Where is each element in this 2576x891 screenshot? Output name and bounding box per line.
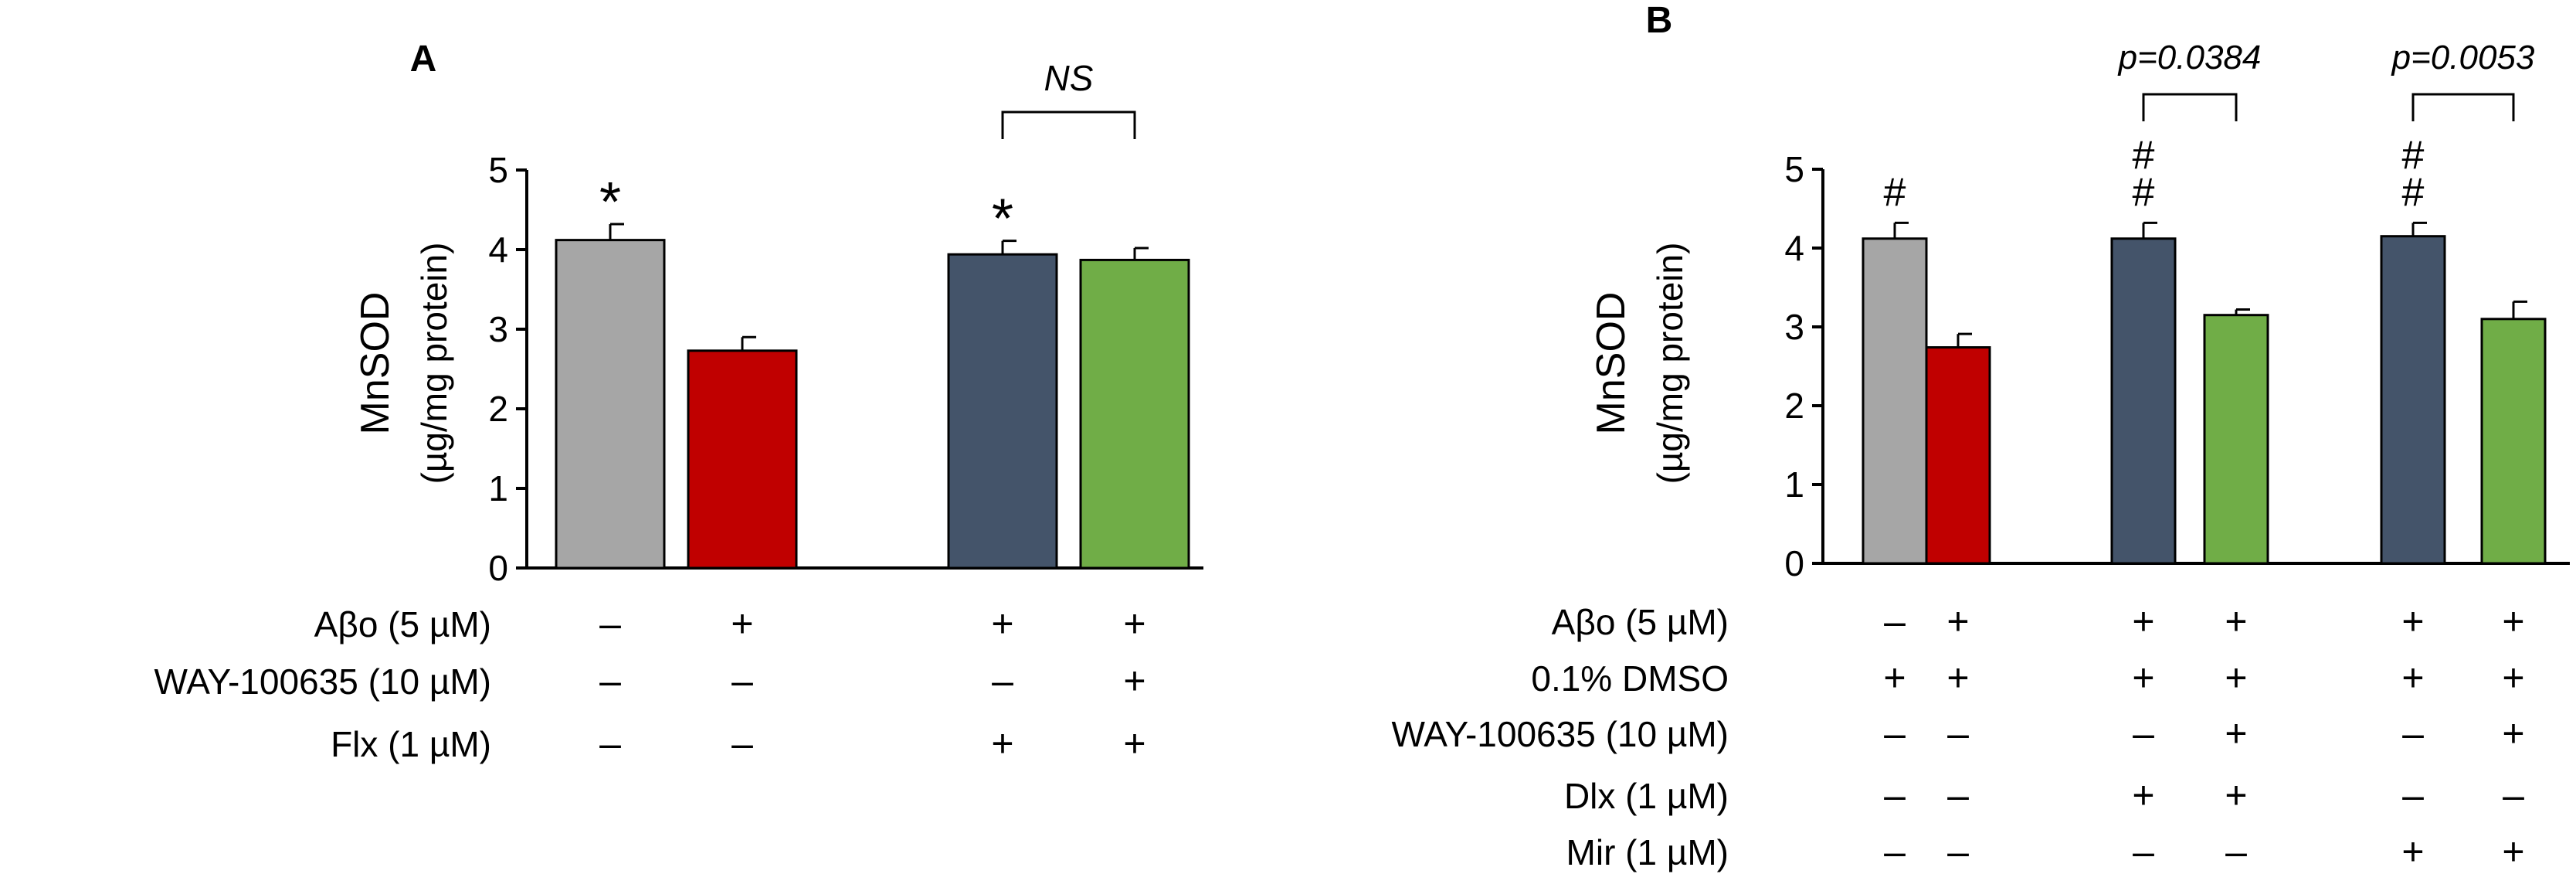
y-tick-label: 0 <box>488 548 508 588</box>
condition-sign: + <box>2401 656 2424 699</box>
condition-sign: – <box>599 722 621 765</box>
bar <box>555 239 666 570</box>
significance-mark: # <box>2133 133 2155 178</box>
condition-sign: + <box>2502 656 2524 699</box>
bar <box>2380 235 2446 565</box>
condition-label: Aβo (5 µM) <box>314 604 491 644</box>
condition-sign: – <box>1884 712 1906 755</box>
significance-mark: # <box>1884 170 1906 215</box>
significance-mark: * <box>599 172 621 233</box>
bar <box>2110 237 2177 565</box>
condition-sign: + <box>1946 600 1969 643</box>
condition-sign: + <box>2225 712 2247 755</box>
condition-sign: – <box>2225 830 2247 873</box>
condition-label: Flx (1 µM) <box>331 724 491 764</box>
condition-sign: + <box>2401 600 2424 643</box>
condition-sign: + <box>1123 602 1145 645</box>
condition-label: WAY-100635 (10 µM) <box>154 661 491 702</box>
condition-sign: – <box>2133 712 2154 755</box>
y-tick-label: 5 <box>488 150 508 190</box>
y-tick-label: 3 <box>1784 307 1804 347</box>
condition-sign: – <box>2503 774 2524 817</box>
comparison-label: p=0.0053 <box>2391 39 2535 77</box>
condition-label: 0.1% DMSO <box>1531 658 1729 699</box>
condition-sign: – <box>731 722 753 765</box>
condition-sign: + <box>991 602 1013 645</box>
condition-sign: + <box>1946 656 1969 699</box>
condition-sign: + <box>1123 722 1145 765</box>
y-tick-label: 1 <box>1784 464 1804 505</box>
y-axis-unit-label: (µg/mg protein) <box>414 243 454 485</box>
condition-sign: + <box>2502 712 2524 755</box>
condition-sign: + <box>2132 600 2154 643</box>
y-tick-label: 2 <box>1784 386 1804 426</box>
y-tick-label: 3 <box>488 309 508 349</box>
comparison-label: p=0.0384 <box>2117 39 2262 77</box>
comparison-bracket <box>2411 93 2515 121</box>
significance-mark: * <box>992 189 1013 250</box>
y-tick-label: 4 <box>488 230 508 270</box>
condition-sign: + <box>2225 656 2247 699</box>
y-tick-label: 5 <box>1784 149 1804 189</box>
significance-mark: # <box>2133 170 2155 215</box>
condition-sign: + <box>2132 774 2154 817</box>
condition-sign: – <box>1884 600 1906 643</box>
condition-sign: + <box>2502 830 2524 873</box>
condition-sign: + <box>1883 656 1906 699</box>
condition-label: Dlx (1 µM) <box>1564 776 1729 816</box>
condition-sign: – <box>599 659 621 702</box>
condition-sign: – <box>1884 830 1906 873</box>
condition-label: Mir (1 µM) <box>1566 832 1729 872</box>
bar <box>687 349 798 570</box>
bar <box>1862 237 1928 565</box>
comparison-bracket <box>2142 93 2238 121</box>
y-axis-label: MnSOD <box>1589 292 1634 435</box>
condition-sign: + <box>991 722 1013 765</box>
condition-label: WAY-100635 (10 µM) <box>1392 714 1729 754</box>
panel-a: A 0 1 2 3 4 5 MnSOD (µg/mg protein) * * NS Aβo (5 µM… <box>154 39 1203 765</box>
condition-sign: – <box>1947 712 1969 755</box>
bar <box>1925 346 1991 565</box>
condition-sign: + <box>1123 659 1145 702</box>
significance-mark: # <box>2402 170 2425 215</box>
condition-sign: + <box>2225 774 2247 817</box>
significance-mark: # <box>2402 133 2425 178</box>
condition-sign: – <box>1947 830 1969 873</box>
y-tick-label: 4 <box>1784 228 1804 268</box>
condition-sign: + <box>731 602 753 645</box>
comparison-bracket <box>1001 111 1136 139</box>
y-tick-label: 1 <box>488 468 508 508</box>
comparison-label: NS <box>1044 58 1094 98</box>
condition-sign: + <box>2225 600 2247 643</box>
condition-sign: – <box>599 602 621 645</box>
y-axis-label: MnSOD <box>353 292 398 435</box>
condition-sign: – <box>2402 712 2424 755</box>
y-tick-label: 2 <box>488 389 508 429</box>
bar <box>1079 258 1190 570</box>
bar <box>947 253 1058 570</box>
bar <box>2203 314 2269 565</box>
condition-sign: – <box>1947 774 1969 817</box>
y-tick-label: 0 <box>1784 543 1804 583</box>
panel-letter: A <box>410 39 437 80</box>
condition-sign: – <box>1884 774 1906 817</box>
condition-sign: – <box>2402 774 2424 817</box>
condition-label: Aβo (5 µM) <box>1552 602 1729 642</box>
condition-sign: + <box>2401 830 2424 873</box>
y-axis-unit-label: (µg/mg protein) <box>1650 243 1690 485</box>
condition-sign: + <box>2502 600 2524 643</box>
condition-sign: – <box>2133 830 2154 873</box>
condition-sign: + <box>2132 656 2154 699</box>
condition-sign: – <box>992 659 1013 702</box>
panel-letter: B <box>1646 0 1673 41</box>
bar <box>2480 318 2547 565</box>
condition-sign: – <box>731 659 753 702</box>
